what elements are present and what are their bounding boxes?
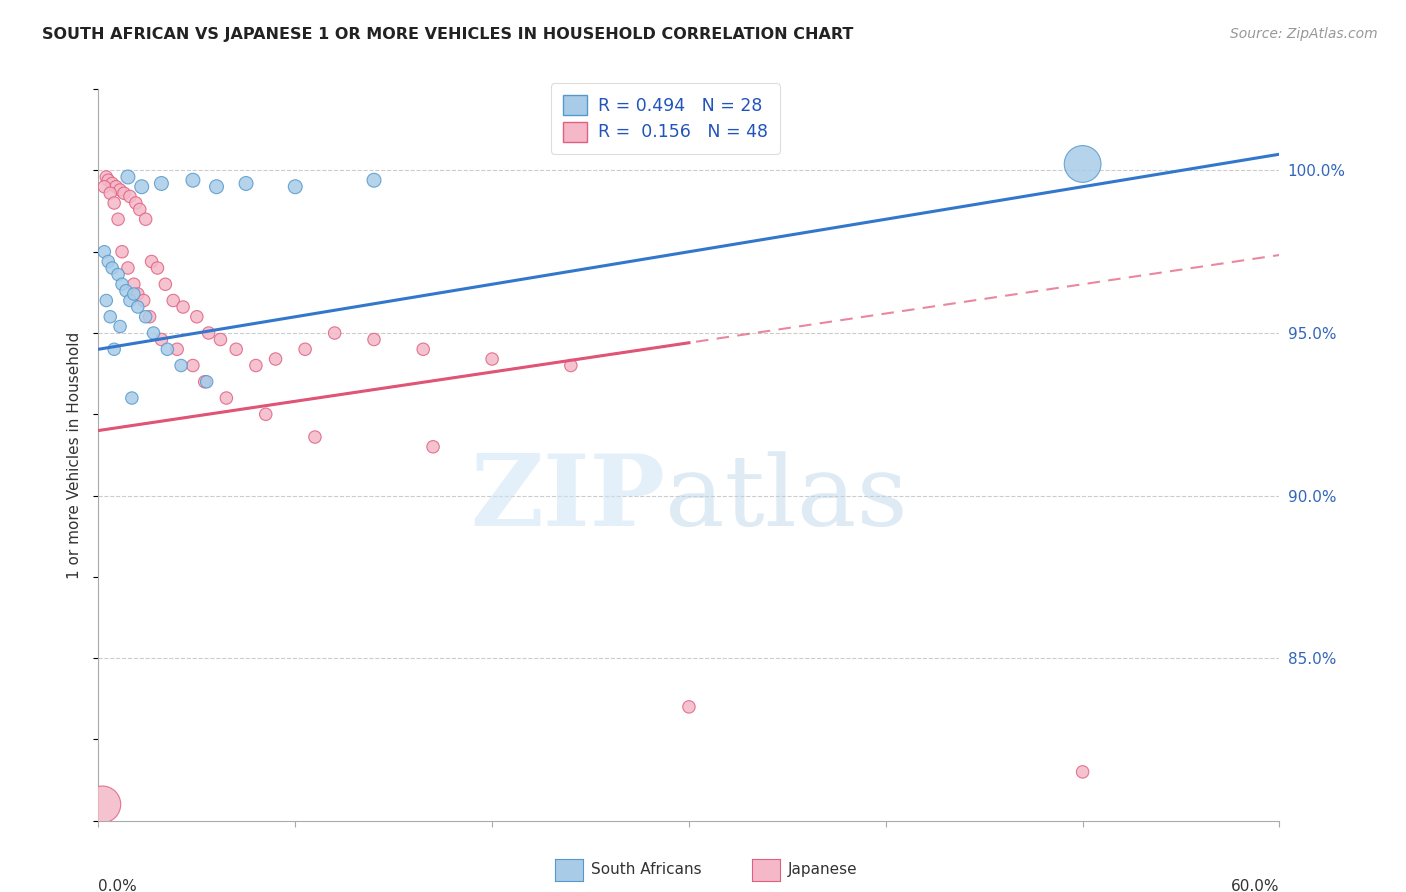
Point <box>172 300 194 314</box>
Point <box>166 343 188 357</box>
Text: Japanese: Japanese <box>787 863 858 877</box>
Point <box>150 177 173 191</box>
Point <box>117 169 139 184</box>
Point <box>131 179 153 194</box>
Point <box>155 277 177 292</box>
Point <box>127 287 149 301</box>
Point <box>121 391 143 405</box>
Point <box>304 430 326 444</box>
Point <box>215 391 238 405</box>
Point <box>101 177 124 191</box>
Point <box>264 351 287 366</box>
Point <box>103 343 125 357</box>
Point <box>146 260 169 275</box>
Point <box>197 326 219 340</box>
Text: atlas: atlas <box>665 451 908 547</box>
Point <box>103 196 125 211</box>
Point <box>93 179 115 194</box>
Point <box>235 177 257 191</box>
Point <box>142 326 165 340</box>
Point <box>127 300 149 314</box>
Point <box>97 173 120 187</box>
Point <box>162 293 184 308</box>
Point <box>108 319 131 334</box>
Point <box>96 169 118 184</box>
Point <box>1071 157 1094 171</box>
Point <box>135 310 157 324</box>
Point <box>98 186 121 201</box>
Point <box>181 359 204 373</box>
Point <box>115 284 138 298</box>
Point <box>138 310 160 324</box>
Text: Source: ZipAtlas.com: Source: ZipAtlas.com <box>1230 27 1378 41</box>
Point <box>284 179 307 194</box>
Legend: R = 0.494   N = 28, R =  0.156   N = 48: R = 0.494 N = 28, R = 0.156 N = 48 <box>551 83 780 153</box>
Point <box>205 179 228 194</box>
Point <box>294 343 316 357</box>
Point <box>141 254 163 268</box>
Text: 0.0%: 0.0% <box>98 880 138 892</box>
Point <box>156 343 179 357</box>
Text: South Africans: South Africans <box>591 863 702 877</box>
Point <box>170 359 193 373</box>
Point <box>98 310 121 324</box>
Point <box>125 196 148 211</box>
Point <box>107 268 129 282</box>
Point <box>128 202 150 217</box>
Point <box>194 375 217 389</box>
Point <box>122 287 145 301</box>
Point <box>91 797 114 812</box>
Point <box>1071 764 1094 779</box>
Text: SOUTH AFRICAN VS JAPANESE 1 OR MORE VEHICLES IN HOUSEHOLD CORRELATION CHART: SOUTH AFRICAN VS JAPANESE 1 OR MORE VEHI… <box>42 27 853 42</box>
Point <box>678 699 700 714</box>
Point <box>323 326 346 340</box>
Point <box>135 212 157 227</box>
Point <box>560 359 582 373</box>
Point <box>254 407 277 421</box>
Text: 60.0%: 60.0% <box>1232 880 1279 892</box>
Point <box>111 277 134 292</box>
Point <box>209 333 232 347</box>
Text: ZIP: ZIP <box>471 450 665 548</box>
Point <box>363 333 385 347</box>
Point <box>93 244 115 259</box>
Point <box>97 254 120 268</box>
Point <box>195 375 218 389</box>
Point <box>112 186 135 201</box>
Point <box>132 293 155 308</box>
Point <box>118 293 141 308</box>
Point <box>117 260 139 275</box>
Point <box>105 179 128 194</box>
Point <box>96 293 118 308</box>
Point <box>118 189 141 203</box>
Point <box>181 173 204 187</box>
Point <box>245 359 267 373</box>
Point <box>422 440 444 454</box>
Point <box>122 277 145 292</box>
Point <box>363 173 385 187</box>
Point <box>412 343 434 357</box>
Point <box>481 351 503 366</box>
Point <box>186 310 208 324</box>
Point <box>225 343 247 357</box>
Point <box>111 244 134 259</box>
Point <box>107 212 129 227</box>
Y-axis label: 1 or more Vehicles in Household: 1 or more Vehicles in Household <box>67 331 83 579</box>
Point <box>101 260 124 275</box>
Point <box>150 333 173 347</box>
Point <box>108 183 131 197</box>
